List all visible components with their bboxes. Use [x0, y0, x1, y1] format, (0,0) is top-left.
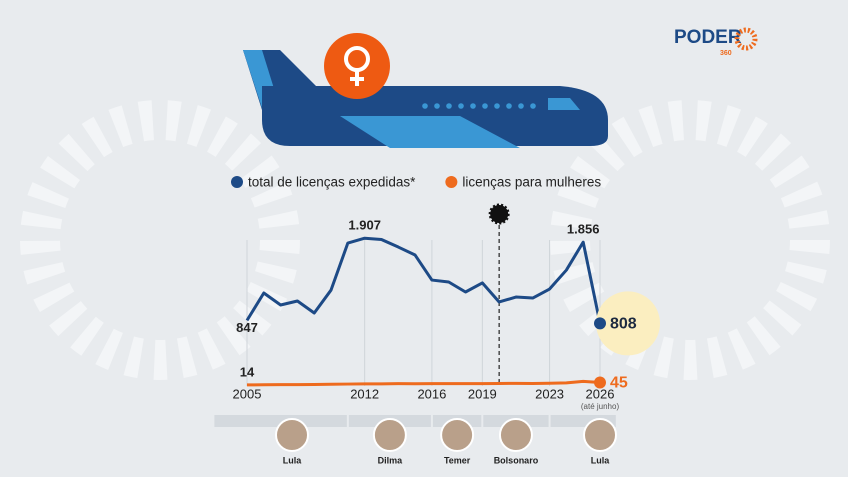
- x-tick-note: (até junho): [581, 402, 620, 411]
- end-point: [594, 376, 606, 389]
- value-label: 1.907: [348, 218, 381, 233]
- x-tick-label: 2012: [350, 386, 379, 401]
- value-label: 45: [610, 375, 628, 392]
- president-name: Dilma: [378, 455, 404, 465]
- president-photo: [440, 418, 475, 452]
- highlight-circle: [596, 291, 660, 356]
- legend-label: licenças para mulheres: [462, 175, 601, 190]
- series-line: [246, 379, 601, 387]
- president-photo: [372, 418, 407, 452]
- legend-label: total de licenças expedidas*: [248, 175, 416, 190]
- x-tick-label: 2005: [233, 386, 262, 401]
- value-label: 847: [236, 320, 258, 335]
- president-photo: [583, 418, 617, 452]
- logo-suffix: 360: [720, 50, 732, 57]
- airplane-illustration: [243, 33, 608, 148]
- legend-marker: [445, 176, 458, 188]
- president-photo: [275, 418, 309, 452]
- legend-marker: [231, 176, 243, 188]
- logo: PODER 360: [674, 27, 758, 57]
- value-label: 808: [610, 316, 637, 333]
- logo-text: PODER: [674, 27, 742, 48]
- x-tick-label: 2026: [586, 386, 615, 401]
- president-term: [214, 415, 347, 427]
- x-tick-label: 2016: [417, 386, 446, 401]
- background-rays: [20, 100, 830, 380]
- president-name: Lula: [591, 455, 610, 465]
- covid-icon: [488, 203, 510, 225]
- plot: total de licenças expedidas* licenças par…: [214, 175, 660, 465]
- president-photo: [498, 418, 533, 452]
- x-tick-label: 2023: [535, 386, 564, 401]
- x-tick-label: 2019: [468, 386, 497, 401]
- value-label: 14: [240, 364, 255, 379]
- president-name: Bolsonaro: [494, 455, 539, 465]
- end-point: [594, 317, 606, 330]
- president-name: Lula: [283, 455, 302, 465]
- series-line: [245, 236, 602, 324]
- value-label: 1.856: [567, 222, 600, 237]
- president-name: Temer: [444, 455, 471, 465]
